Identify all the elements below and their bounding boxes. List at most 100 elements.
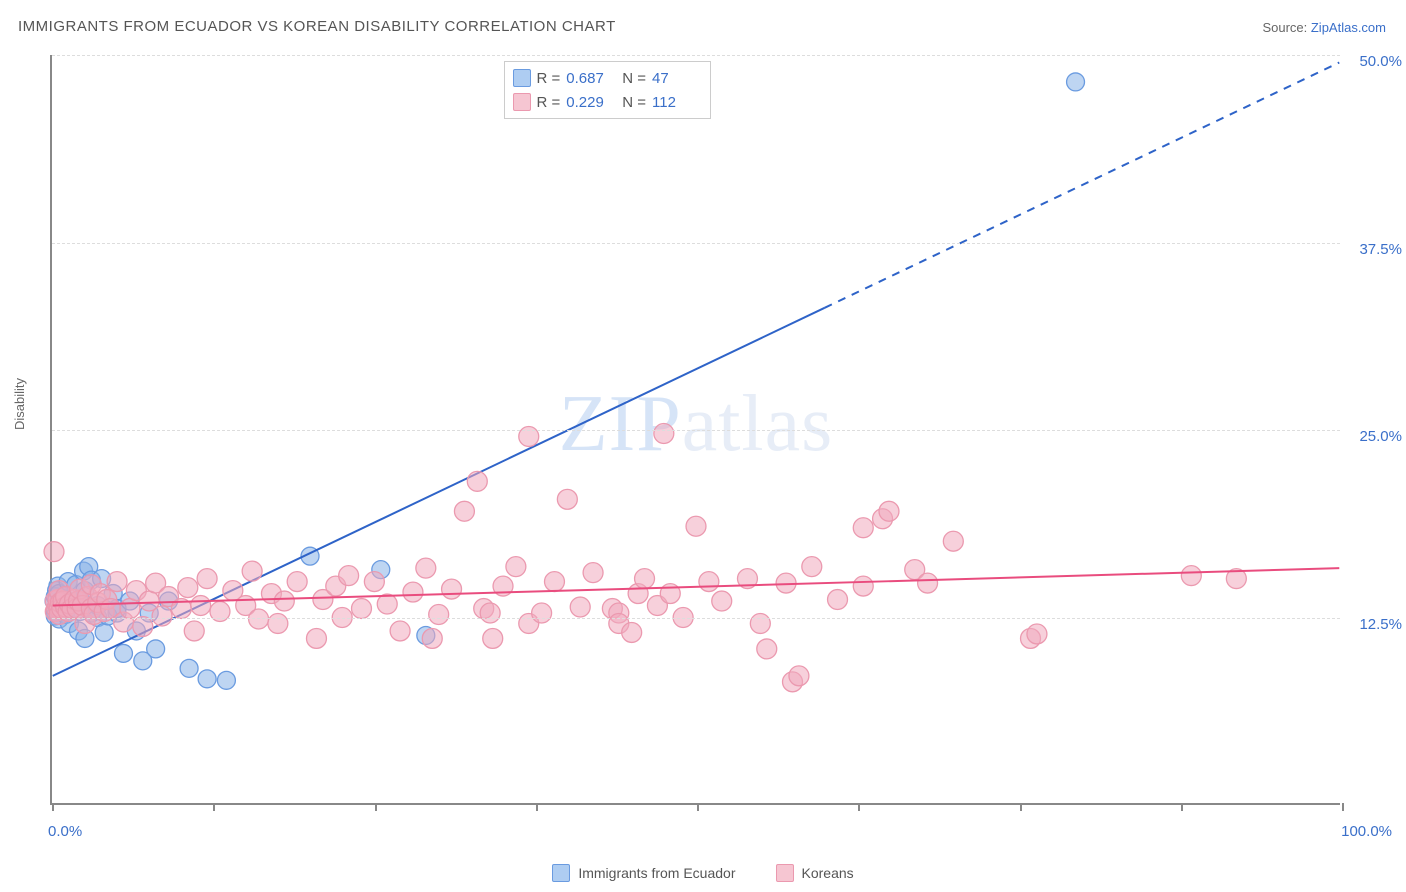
gridline — [52, 430, 1340, 431]
data-point — [120, 599, 140, 619]
data-point — [853, 518, 873, 538]
data-point — [107, 572, 127, 592]
stats-legend: R = 0.687 N = 47 R = 0.229 N = 112 — [504, 61, 712, 119]
xtick — [52, 803, 54, 811]
data-point — [287, 572, 307, 592]
legend-item: Koreans — [776, 864, 854, 882]
data-point — [352, 599, 372, 619]
data-point — [95, 623, 113, 641]
data-point — [467, 471, 487, 491]
data-point — [480, 603, 500, 623]
xtick — [213, 803, 215, 811]
xtick-label: 0.0% — [48, 823, 82, 840]
legend-item: Immigrants from Ecuador — [552, 864, 735, 882]
xtick — [697, 803, 699, 811]
data-point — [635, 569, 655, 589]
xtick — [858, 803, 860, 811]
r-value: 0.229 — [566, 94, 616, 111]
data-point — [532, 603, 552, 623]
n-label: N = — [622, 70, 646, 87]
xtick — [375, 803, 377, 811]
legend-swatch — [776, 864, 794, 882]
xtick — [1342, 803, 1344, 811]
data-point — [943, 531, 963, 551]
r-value: 0.687 — [566, 70, 616, 87]
data-point — [274, 591, 294, 611]
data-point — [364, 572, 384, 592]
stats-legend-row: R = 0.229 N = 112 — [513, 90, 703, 114]
r-label: R = — [537, 94, 561, 111]
data-point — [712, 591, 732, 611]
data-point — [44, 542, 64, 562]
data-point — [147, 640, 165, 658]
data-point — [191, 596, 211, 616]
data-point — [1181, 566, 1201, 586]
data-point — [339, 566, 359, 586]
data-point — [557, 489, 577, 509]
legend-swatch — [513, 93, 531, 111]
data-point — [654, 424, 674, 444]
data-point — [853, 576, 873, 596]
data-point — [184, 621, 204, 641]
data-point — [217, 671, 235, 689]
data-point — [403, 582, 423, 602]
data-point — [802, 557, 822, 577]
stats-legend-row: R = 0.687 N = 47 — [513, 66, 703, 90]
data-point — [197, 569, 217, 589]
plot-area: ZIPatlas 12.5%25.0%37.5%50.0%0.0%100.0% … — [50, 55, 1340, 805]
data-point — [133, 616, 153, 636]
data-point — [152, 606, 172, 626]
scatter-svg — [52, 55, 1340, 803]
data-point — [506, 557, 526, 577]
ytick-label: 50.0% — [1359, 53, 1402, 70]
legend-label: Immigrants from Ecuador — [578, 865, 735, 881]
legend-swatch — [552, 864, 570, 882]
data-point — [1067, 73, 1085, 91]
data-point — [570, 597, 590, 617]
n-value: 47 — [652, 70, 702, 87]
data-point — [483, 628, 503, 648]
data-point — [242, 561, 262, 581]
data-point — [198, 670, 216, 688]
data-point — [422, 628, 442, 648]
source-link[interactable]: ZipAtlas.com — [1311, 20, 1386, 35]
source-attrib: Source: ZipAtlas.com — [1262, 20, 1386, 35]
data-point — [699, 572, 719, 592]
n-label: N = — [622, 94, 646, 111]
data-point — [178, 578, 198, 598]
data-point — [249, 609, 269, 629]
data-point — [454, 501, 474, 521]
data-point — [306, 628, 326, 648]
ytick-label: 37.5% — [1359, 241, 1402, 258]
data-point — [268, 614, 288, 634]
gridline — [52, 243, 1340, 244]
regression-line-dashed — [825, 62, 1340, 307]
data-point — [789, 666, 809, 686]
data-point — [180, 659, 198, 677]
data-point — [429, 605, 449, 625]
data-point — [828, 590, 848, 610]
data-point — [757, 639, 777, 659]
ytick-label: 25.0% — [1359, 428, 1402, 445]
data-point — [377, 594, 397, 614]
ytick-label: 12.5% — [1359, 616, 1402, 633]
data-point — [416, 558, 436, 578]
y-axis-title: Disability — [12, 378, 27, 430]
n-value: 112 — [652, 94, 702, 111]
data-point — [686, 516, 706, 536]
data-point — [390, 621, 410, 641]
data-point — [1027, 624, 1047, 644]
gridline — [52, 618, 1340, 619]
source-label: Source: — [1262, 20, 1310, 35]
xtick-label: 100.0% — [1341, 823, 1392, 840]
legend-swatch — [513, 69, 531, 87]
r-label: R = — [537, 70, 561, 87]
xtick — [536, 803, 538, 811]
legend-label: Koreans — [802, 865, 854, 881]
xtick — [1181, 803, 1183, 811]
data-point — [918, 573, 938, 593]
data-point — [115, 644, 133, 662]
data-point — [442, 579, 462, 599]
data-point — [879, 501, 899, 521]
data-point — [545, 572, 565, 592]
